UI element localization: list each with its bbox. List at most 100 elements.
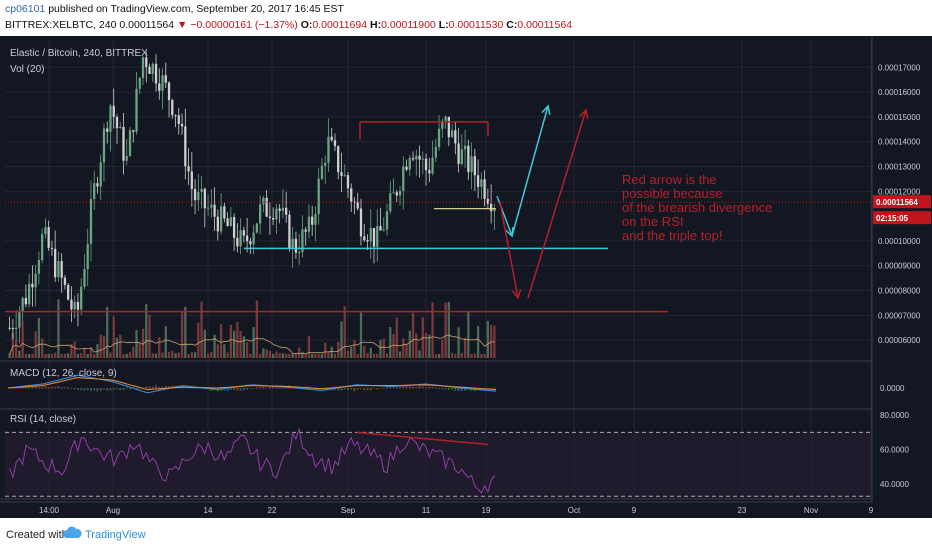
- volume-ma-line: [9, 334, 495, 355]
- rsi-divergence-line: [356, 431, 489, 446]
- candle-down: [272, 218, 275, 220]
- candle-down: [47, 227, 50, 248]
- volume-bar: [203, 329, 206, 358]
- macd-histogram-bar: [236, 388, 239, 391]
- candle-up: [210, 204, 213, 208]
- candle-up: [493, 208, 496, 212]
- candle-up: [80, 286, 83, 310]
- candle-up: [161, 75, 164, 91]
- macd-histogram-bar: [197, 388, 200, 389]
- volume-bar: [190, 352, 193, 358]
- y-tick-label: 0.00012000: [878, 187, 921, 196]
- candle-down: [363, 236, 366, 241]
- volume-bar: [447, 301, 450, 358]
- candle-down: [232, 217, 236, 238]
- volume-bar: [174, 353, 177, 358]
- candle-up: [255, 223, 259, 233]
- candle-up: [37, 260, 41, 274]
- volume-bar: [219, 324, 223, 358]
- candle-up: [291, 238, 294, 250]
- candle-up: [343, 175, 346, 177]
- volume-bar: [44, 353, 47, 358]
- macd-histogram-bar: [50, 386, 53, 389]
- annotation-line: on the RSI: [622, 214, 683, 229]
- chart-area[interactable]: 0.00017000 0.00016000 0.00015000 0.00014000…: [0, 36, 932, 518]
- volume-bar: [327, 352, 330, 358]
- red-arrow-up-head: [579, 108, 589, 119]
- volume-bar: [226, 352, 229, 358]
- candle-down: [285, 207, 288, 215]
- candle-up: [434, 146, 437, 158]
- candle-down: [395, 192, 398, 196]
- volume-bar: [307, 336, 311, 358]
- macd-histogram-bar: [184, 387, 187, 389]
- volume-bar: [489, 324, 493, 358]
- candle-down: [428, 170, 431, 174]
- candle-down: [311, 216, 314, 225]
- close-value: 0.00011564: [517, 19, 573, 31]
- volume-bar: [21, 321, 24, 358]
- candle-up: [324, 162, 327, 166]
- author-link[interactable]: cp06101: [5, 3, 46, 15]
- rsi-title: RSI (14, close): [10, 414, 76, 425]
- macd-title: MACD (12, 26, close, 9): [10, 368, 117, 379]
- macd-histogram-bar: [399, 386, 402, 389]
- candle-up: [314, 214, 317, 225]
- candle-down: [96, 183, 99, 187]
- macd-histogram-bar: [252, 387, 255, 389]
- volume-bar: [206, 353, 210, 358]
- candle-up: [431, 157, 434, 174]
- volume-bar: [119, 334, 122, 358]
- volume-bar: [249, 353, 252, 358]
- y-tick-label: 0.00007000: [878, 311, 921, 320]
- volume-bar: [184, 306, 187, 358]
- candle-up: [57, 261, 60, 278]
- macd-histogram-bar: [129, 388, 131, 390]
- macd-histogram-bar: [340, 388, 343, 391]
- volume-bar: [255, 300, 259, 358]
- candle-up: [441, 120, 444, 129]
- x-tick-label: 9: [632, 506, 637, 515]
- down-triangle-icon: ▼: [177, 19, 188, 31]
- volume-bar: [11, 333, 15, 358]
- volume-bar: [265, 349, 268, 358]
- candle-up: [320, 165, 324, 179]
- candle-down: [411, 157, 415, 160]
- candle-up: [392, 192, 395, 194]
- volume-bar: [232, 330, 236, 358]
- candle-down: [447, 116, 450, 138]
- macd-histogram-bar: [76, 388, 79, 390]
- candle-down: [288, 214, 291, 250]
- macd-histogram-bar: [360, 388, 362, 390]
- candle-up: [125, 156, 128, 161]
- footer-bar: Created with TradingView: [0, 518, 932, 550]
- volume-bar: [223, 344, 226, 358]
- volume-bar: [76, 353, 80, 358]
- macd-histogram-bar: [386, 386, 388, 389]
- candle-down: [190, 171, 193, 190]
- candle-down: [489, 203, 493, 212]
- x-tick-label: Nov: [804, 506, 818, 515]
- volume-bar: [356, 353, 359, 358]
- volume-bar: [311, 353, 314, 358]
- candle-down: [245, 235, 249, 242]
- chart-canvas[interactable]: 0.00017000 0.00016000 0.00015000 0.00014000…: [0, 36, 932, 518]
- candle-down: [356, 202, 359, 209]
- levels-layer: [5, 104, 668, 313]
- candle-down: [418, 155, 421, 160]
- tradingview-brand[interactable]: TradingView: [85, 529, 146, 541]
- macd-histogram-bar: [376, 388, 379, 390]
- volume-bar: [363, 345, 366, 358]
- candle-down: [337, 146, 340, 173]
- candle-down: [148, 66, 151, 74]
- candle-up: [275, 208, 278, 220]
- macd-histogram-bar: [93, 388, 96, 391]
- candle-up: [385, 211, 389, 230]
- volume-bar: [437, 353, 441, 358]
- candle-up: [86, 243, 89, 270]
- red-arrow-down-head: [511, 289, 522, 300]
- candle-up: [369, 227, 372, 242]
- symbol-line: BITTREX:XELBTC, 240 0.00011564 ▼ −0.0000…: [5, 19, 572, 31]
- macd-histogram-bar: [226, 388, 229, 391]
- volume-bar: [70, 344, 73, 358]
